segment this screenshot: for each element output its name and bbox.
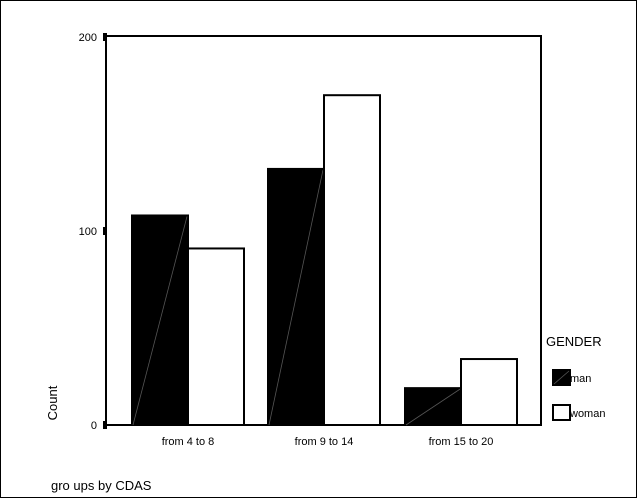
legend: GENDER man woman (546, 334, 605, 421)
y-tick-mark (103, 227, 107, 235)
bars-group (131, 94, 518, 427)
x-axis-label: gro ups by CDAS (51, 478, 152, 493)
bar-hatch-line (132, 216, 188, 426)
legend-title: GENDER (546, 334, 602, 349)
x-tick-label: from 4 to 8 (162, 436, 215, 448)
bar-woman-3 (460, 358, 518, 427)
legend-hatch-line (553, 370, 570, 385)
x-tick-label: from 15 to 20 (429, 436, 494, 448)
legend-swatch-woman (552, 404, 571, 421)
bar-hatch-line (268, 169, 324, 426)
legend-label-man: man (570, 373, 591, 385)
bar-woman-2 (323, 94, 381, 426)
y-axis-label: Count (45, 385, 60, 420)
legend-label-woman: woman (569, 408, 605, 420)
y-tick-label: 0 (91, 420, 97, 432)
bar-woman-1 (187, 247, 245, 426)
y-tick-mark (103, 421, 107, 429)
y-tick-label: 200 (79, 32, 97, 44)
x-axis: from 4 to 8 from 9 to 14 from 15 to 20 (162, 436, 494, 448)
y-tick-mark (103, 33, 107, 41)
bar-hatch-line (405, 388, 461, 426)
y-tick-label: 100 (79, 226, 97, 238)
x-tick-label: from 9 to 14 (295, 436, 354, 448)
y-axis: 0 100 200 (79, 32, 107, 432)
